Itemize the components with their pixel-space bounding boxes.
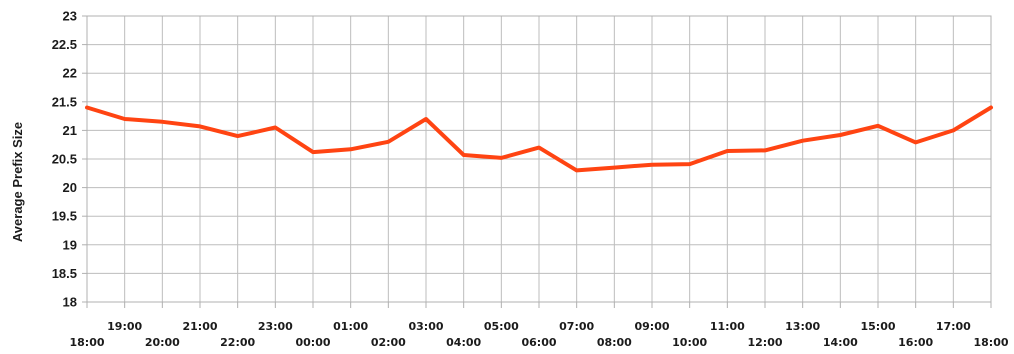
data-point xyxy=(838,133,842,137)
y-tick-label: 20 xyxy=(63,180,77,195)
data-point xyxy=(951,128,955,132)
y-tick-label: 22 xyxy=(63,66,77,81)
data-point xyxy=(198,124,202,128)
x-tick-label: 22:00 xyxy=(220,336,255,349)
y-tick-label: 19.5 xyxy=(52,209,77,224)
x-tick-label: 23:00 xyxy=(258,320,293,333)
data-point xyxy=(349,147,353,151)
data-point xyxy=(801,139,805,143)
data-point xyxy=(763,148,767,152)
x-tick-label: 06:00 xyxy=(521,336,556,349)
x-tick-label: 10:00 xyxy=(672,336,707,349)
x-axis-ticks: 18:0019:0020:0021:0022:0023:0000:0001:00… xyxy=(69,302,1009,349)
data-point xyxy=(123,117,127,121)
y-tick-label: 19 xyxy=(63,237,77,252)
data-point xyxy=(575,168,579,172)
data-point xyxy=(612,166,616,170)
x-tick-label: 03:00 xyxy=(408,320,443,333)
data-point xyxy=(537,146,541,150)
x-tick-label: 05:00 xyxy=(484,320,519,333)
x-tick-label: 17:00 xyxy=(936,320,971,333)
y-axis-ticks: 18 18.5 19 19.5 20 20.5 21 21.5 22 22.5 23 xyxy=(52,9,87,310)
data-point xyxy=(85,106,89,110)
data-point xyxy=(462,153,466,157)
y-tick-label: 21.5 xyxy=(52,94,77,109)
grid xyxy=(86,15,992,303)
data-point xyxy=(499,156,503,160)
x-tick-label: 02:00 xyxy=(371,336,406,349)
x-tick-label: 14:00 xyxy=(823,336,858,349)
x-tick-label: 08:00 xyxy=(597,336,632,349)
x-tick-label: 07:00 xyxy=(559,320,594,333)
data-point xyxy=(876,124,880,128)
data-point xyxy=(424,117,428,121)
x-tick-label: 19:00 xyxy=(107,320,142,333)
x-tick-label: 18:00 xyxy=(973,336,1008,349)
data-point xyxy=(725,149,729,153)
data-point xyxy=(650,163,654,167)
x-tick-label: 09:00 xyxy=(634,320,669,333)
y-tick-label: 21 xyxy=(63,123,77,138)
data-point xyxy=(914,140,918,144)
data-point xyxy=(386,140,390,144)
series-layer xyxy=(85,105,993,173)
y-tick-label: 22.5 xyxy=(52,37,77,52)
y-tick-label: 18 xyxy=(63,295,77,310)
x-tick-label: 15:00 xyxy=(860,320,895,333)
data-point xyxy=(688,162,692,166)
y-tick-label: 20.5 xyxy=(52,152,77,167)
y-tick-label: 18.5 xyxy=(52,266,77,281)
x-tick-label: 12:00 xyxy=(747,336,782,349)
x-tick-label: 04:00 xyxy=(446,336,481,349)
x-tick-label: 01:00 xyxy=(333,320,368,333)
y-tick-label: 23 xyxy=(63,9,77,24)
y-axis-title: Average Prefix Size xyxy=(10,122,25,242)
data-point xyxy=(273,126,277,130)
x-tick-label: 16:00 xyxy=(898,336,933,349)
x-tick-label: 11:00 xyxy=(710,320,745,333)
x-tick-label: 21:00 xyxy=(182,320,217,333)
x-tick-label: 18:00 xyxy=(69,336,104,349)
data-point xyxy=(160,120,164,124)
x-tick-label: 20:00 xyxy=(145,336,180,349)
data-point xyxy=(311,150,315,154)
data-point xyxy=(989,106,993,110)
x-tick-label: 13:00 xyxy=(785,320,820,333)
data-point xyxy=(236,134,240,138)
x-tick-label: 00:00 xyxy=(295,336,330,349)
